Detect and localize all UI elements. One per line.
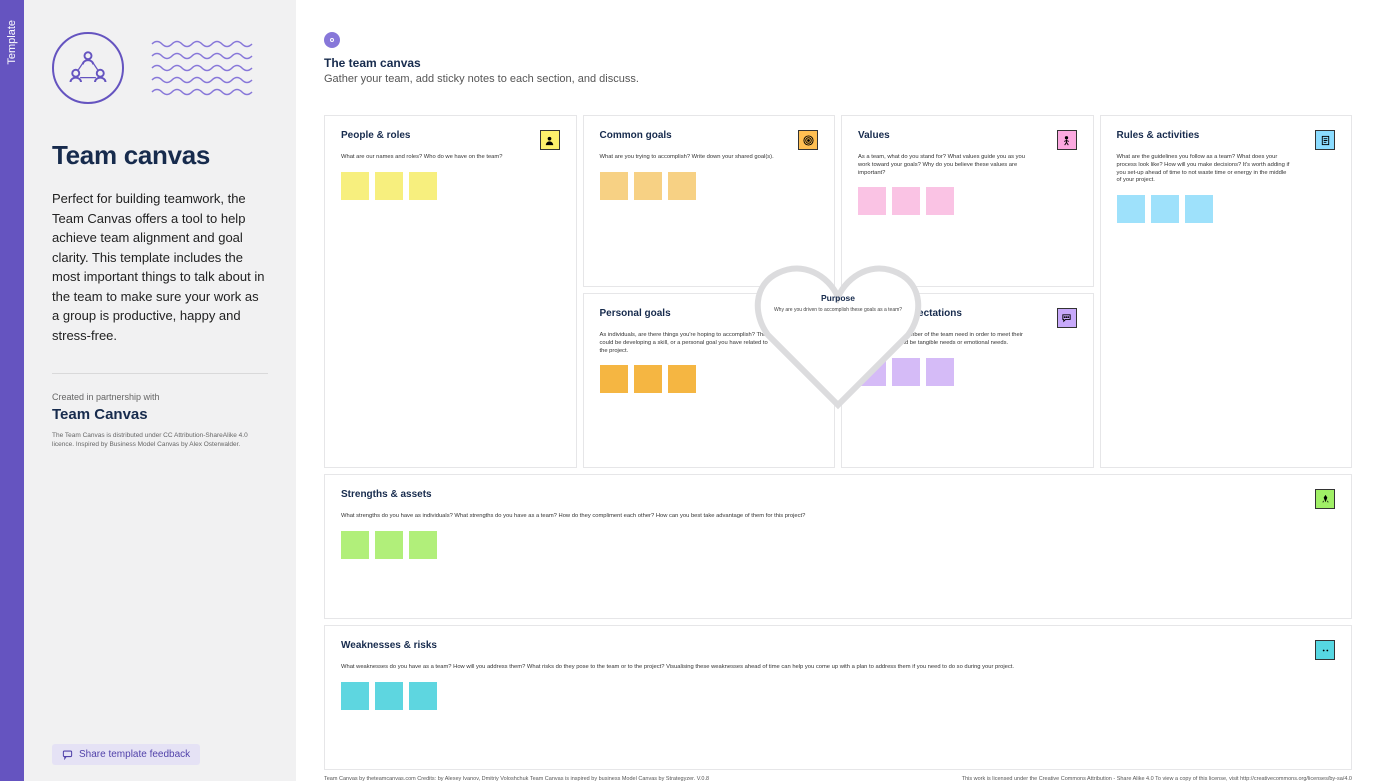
section-needs-expectations[interactable]: Needs & expectations What does each memb… xyxy=(841,293,1094,468)
intro-dot-icon xyxy=(324,32,340,48)
sticky-row xyxy=(600,365,819,393)
values-icon xyxy=(1057,130,1077,150)
sidebar-description: Perfect for building teamwork, the Team … xyxy=(52,189,268,345)
sidebar-title: Team canvas xyxy=(52,140,268,171)
sticky-note[interactable] xyxy=(634,365,662,393)
sticky-note[interactable] xyxy=(409,682,437,710)
sidebar: Team canvas Perfect for building teamwor… xyxy=(24,0,296,781)
partner-name: Team Canvas xyxy=(52,406,268,423)
section-people-roles[interactable]: People & roles What are our names and ro… xyxy=(324,115,577,468)
license-text: The Team Canvas is distributed under CC … xyxy=(52,431,268,449)
section-desc: What does each member of the team need i… xyxy=(858,332,1033,348)
people-icon xyxy=(540,130,560,150)
sticky-note[interactable] xyxy=(892,187,920,215)
sticky-row xyxy=(341,172,560,200)
section-personal-goals[interactable]: Personal goals As individuals, are there… xyxy=(583,293,836,468)
footer-left: Team Canvas by theteamcanvas.com Credits… xyxy=(324,776,709,781)
partner-label: Created in partnership with xyxy=(52,392,268,402)
top-row: People & roles What are our names and ro… xyxy=(324,115,1352,468)
sticky-note[interactable] xyxy=(634,172,662,200)
sticky-note[interactable] xyxy=(409,531,437,559)
sticky-note[interactable] xyxy=(668,172,696,200)
sticky-row xyxy=(341,531,1335,559)
section-desc: What weaknesses do you have as a team? H… xyxy=(341,664,1136,672)
sticky-note[interactable] xyxy=(926,358,954,386)
sticky-note[interactable] xyxy=(1117,195,1145,223)
template-ribbon: Template xyxy=(0,0,24,781)
sticky-note[interactable] xyxy=(858,358,886,386)
section-common-goals[interactable]: Common goals What are you trying to acco… xyxy=(583,115,836,287)
sticky-row xyxy=(858,358,1077,386)
person-star-icon xyxy=(798,308,818,328)
sticky-note[interactable] xyxy=(1185,195,1213,223)
section-title: People & roles xyxy=(341,130,410,141)
sticky-note[interactable] xyxy=(600,172,628,200)
sticky-note[interactable] xyxy=(375,682,403,710)
sticky-note[interactable] xyxy=(1151,195,1179,223)
center-left-col: Common goals What are you trying to acco… xyxy=(583,115,836,468)
feedback-icon xyxy=(62,749,73,760)
section-desc: As a team, what do you stand for? What v… xyxy=(858,154,1033,177)
divider xyxy=(52,373,268,374)
section-values[interactable]: Values As a team, what do you stand for?… xyxy=(841,115,1094,287)
intro-title: The team canvas xyxy=(324,56,1352,70)
section-weaknesses-risks[interactable]: Weaknesses & risks What weaknesses do yo… xyxy=(324,625,1352,770)
sticky-note[interactable] xyxy=(668,365,696,393)
sticky-note[interactable] xyxy=(375,172,403,200)
sticky-row xyxy=(858,187,1077,215)
footer-credits: Team Canvas by theteamcanvas.com Credits… xyxy=(324,776,1352,781)
section-title: Weaknesses & risks xyxy=(341,640,437,651)
eyes-icon xyxy=(1315,640,1335,660)
sticky-note[interactable] xyxy=(926,187,954,215)
speech-bubble-icon xyxy=(1057,308,1077,328)
main-canvas: The team canvas Gather your team, add st… xyxy=(296,0,1400,781)
team-logo-icon xyxy=(52,32,124,104)
canvas-grid-wrap: Purpose Why are you driven to accomplish… xyxy=(324,115,1352,781)
sticky-note[interactable] xyxy=(858,187,886,215)
sticky-note[interactable] xyxy=(892,358,920,386)
sticky-row xyxy=(1117,195,1336,223)
sticky-note[interactable] xyxy=(341,531,369,559)
sticky-note[interactable] xyxy=(341,172,369,200)
section-title: Values xyxy=(858,130,890,141)
target-icon xyxy=(798,130,818,150)
decorative-squiggles xyxy=(136,36,268,101)
section-desc: As individuals, are there things you're … xyxy=(600,332,775,355)
rocket-icon xyxy=(1315,489,1335,509)
document-icon xyxy=(1315,130,1335,150)
section-rules-activities[interactable]: Rules & activities What are the guidelin… xyxy=(1100,115,1353,468)
sticky-row xyxy=(341,682,1335,710)
intro-block: The team canvas Gather your team, add st… xyxy=(324,32,1352,85)
feedback-label: Share template feedback xyxy=(79,749,190,760)
sticky-note[interactable] xyxy=(600,365,628,393)
section-desc: What are you trying to accomplish? Write… xyxy=(600,154,775,162)
sticky-note[interactable] xyxy=(341,682,369,710)
section-title: Strengths & assets xyxy=(341,489,432,500)
section-title: Common goals xyxy=(600,130,672,141)
sticky-note[interactable] xyxy=(409,172,437,200)
logo-row xyxy=(52,32,268,104)
section-desc: What are our names and roles? Who do we … xyxy=(341,154,516,162)
sticky-row xyxy=(600,172,819,200)
share-feedback-button[interactable]: Share template feedback xyxy=(52,744,200,765)
section-title: Rules & activities xyxy=(1117,130,1200,141)
section-desc: What are the guidelines you follow as a … xyxy=(1117,154,1292,185)
section-desc: What strengths do you have as individual… xyxy=(341,513,1136,521)
sticky-note[interactable] xyxy=(375,531,403,559)
section-strengths-assets[interactable]: Strengths & assets What strengths do you… xyxy=(324,474,1352,619)
intro-subtitle: Gather your team, add sticky notes to ea… xyxy=(324,73,1352,85)
center-right-col: Values As a team, what do you stand for?… xyxy=(841,115,1094,468)
bottom-row: Strengths & assets What strengths do you… xyxy=(324,474,1352,770)
ribbon-label: Template xyxy=(6,20,18,65)
footer-right: This work is licensed under the Creative… xyxy=(962,776,1352,781)
section-title: Needs & expectations xyxy=(858,308,962,319)
section-title: Personal goals xyxy=(600,308,671,319)
